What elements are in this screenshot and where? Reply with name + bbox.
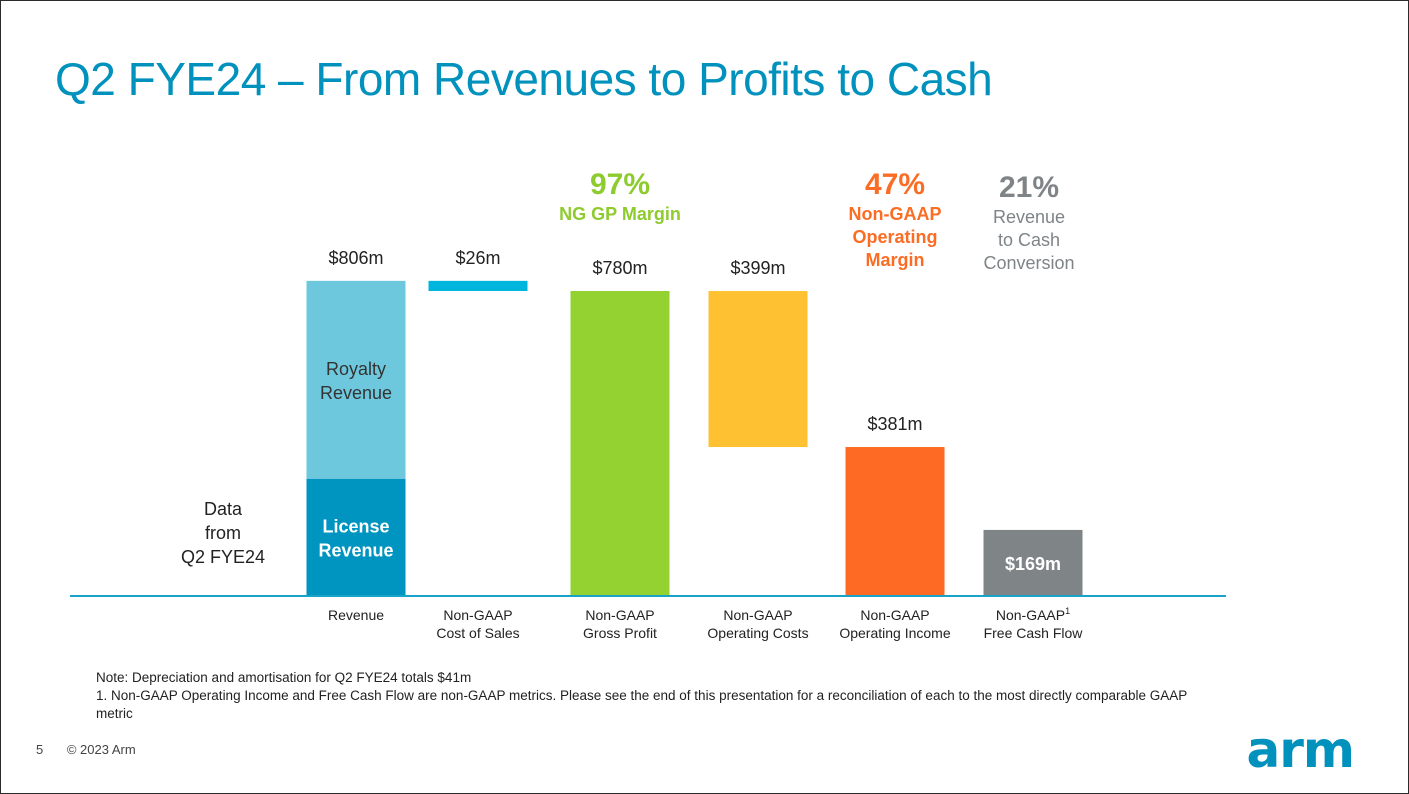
annotation-percent: 97% bbox=[590, 168, 650, 201]
page-number: 5 bbox=[36, 742, 44, 757]
bar-value-label: $780m bbox=[592, 258, 647, 278]
bar-segment bbox=[306, 478, 406, 596]
annotation-label: Margin bbox=[865, 250, 924, 270]
category-label: Non-GAAP bbox=[585, 607, 654, 623]
annotation-percent: 47% bbox=[865, 168, 925, 201]
bar-value-label: $381m bbox=[867, 414, 922, 434]
category-label: Operating Costs bbox=[707, 625, 808, 641]
bar bbox=[845, 447, 945, 596]
annotation-label: Operating bbox=[852, 227, 937, 247]
annotation-label: Non-GAAP bbox=[849, 204, 942, 224]
category-label: Non-GAAP bbox=[723, 607, 792, 623]
bar bbox=[983, 529, 1083, 596]
category-label: Revenue bbox=[328, 607, 384, 623]
category-label: Non-GAAP1 bbox=[996, 606, 1070, 623]
side-label: from bbox=[205, 523, 241, 543]
bar bbox=[428, 280, 528, 292]
footnote-depreciation: Note: Depreciation and amortisation for … bbox=[96, 670, 472, 685]
category-label: Non-GAAP bbox=[443, 607, 512, 623]
segment-label: Royalty bbox=[326, 359, 386, 379]
bar-value-label: $169m bbox=[1005, 554, 1061, 574]
category-label: Non-GAAP bbox=[860, 607, 929, 623]
annotation-label: to Cash bbox=[998, 230, 1060, 250]
segment-label: Revenue bbox=[320, 383, 392, 403]
bar-segment bbox=[306, 280, 406, 479]
side-label: Data bbox=[204, 499, 243, 519]
bar-value-label: $26m bbox=[455, 248, 500, 268]
slide-title: Q2 FYE24 – From Revenues to Profits to C… bbox=[55, 53, 993, 105]
category-label: Free Cash Flow bbox=[984, 625, 1084, 641]
segment-label: License bbox=[322, 516, 389, 536]
annotation-label: Conversion bbox=[983, 253, 1074, 273]
bar-value-label: $806m bbox=[328, 248, 383, 268]
arm-logo: arm bbox=[1246, 721, 1355, 779]
footnote-non-gaap: 1. Non-GAAP Operating Income and Free Ca… bbox=[96, 688, 1188, 721]
annotation-label: Revenue bbox=[993, 207, 1065, 227]
category-label: Operating Income bbox=[839, 625, 950, 641]
side-label: Q2 FYE24 bbox=[181, 547, 265, 567]
bar bbox=[708, 291, 808, 448]
annotation-percent: 21% bbox=[999, 171, 1059, 204]
footnote: Note: Depreciation and amortisation for … bbox=[96, 669, 1196, 723]
bar-value-label: $399m bbox=[730, 258, 785, 278]
bar bbox=[570, 291, 670, 596]
category-superscript: 1 bbox=[1065, 606, 1070, 616]
segment-label: Revenue bbox=[318, 540, 393, 560]
footer: 5 © 2023 Arm bbox=[36, 742, 136, 757]
waterfall-chart: License Revenue Royalty Revenue $806m Revenue… bbox=[70, 168, 1226, 641]
category-label: Cost of Sales bbox=[436, 625, 519, 641]
annotation-label: NG GP Margin bbox=[559, 204, 681, 224]
category-label: Gross Profit bbox=[583, 625, 657, 641]
copyright: © 2023 Arm bbox=[66, 742, 136, 757]
